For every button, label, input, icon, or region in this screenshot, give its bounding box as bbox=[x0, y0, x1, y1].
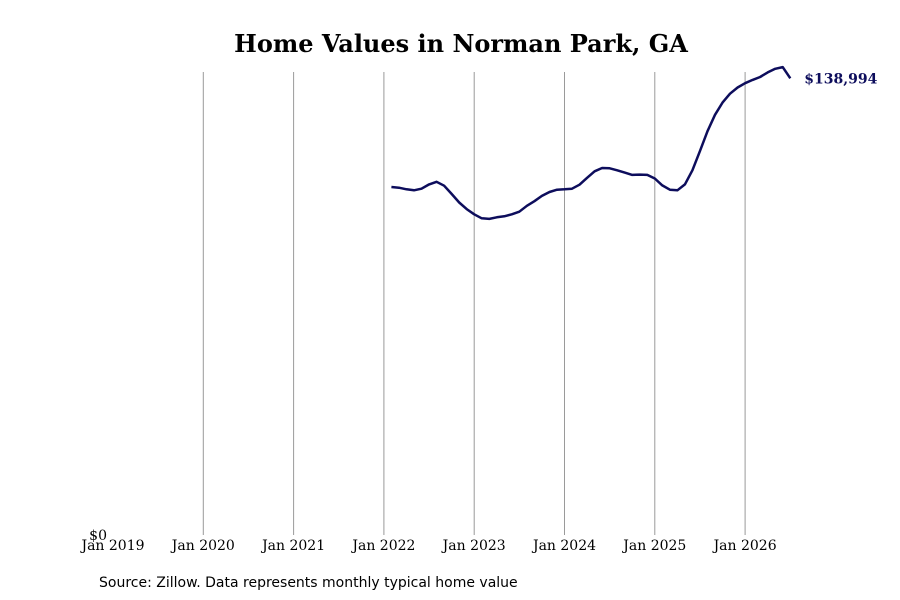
x-axis-ticks: Jan 2019 Jan 2020 Jan 2021 Jan 2022 Jan 2023… bbox=[79, 538, 776, 554]
x-tick-label: Jan 2024 bbox=[531, 538, 596, 554]
chart-title: Home Values in Norman Park, GA bbox=[234, 29, 688, 58]
x-tick-label: Jan 2025 bbox=[621, 538, 686, 554]
x-tick-label: Jan 2023 bbox=[441, 538, 506, 554]
y-tick-label: $0 bbox=[89, 528, 107, 544]
x-tick-label: Jan 2020 bbox=[170, 538, 235, 554]
x-tick-label: Jan 2026 bbox=[712, 538, 777, 554]
x-tick-label: Jan 2019 bbox=[79, 538, 144, 554]
source-note: Source: Zillow. Data represents monthly … bbox=[99, 575, 518, 591]
end-value-label: $138,994 bbox=[804, 71, 877, 87]
grid bbox=[202, 72, 746, 535]
series-line bbox=[391, 65, 792, 221]
x-tick-label: Jan 2021 bbox=[260, 538, 325, 554]
x-tick-label: Jan 2022 bbox=[350, 538, 415, 554]
